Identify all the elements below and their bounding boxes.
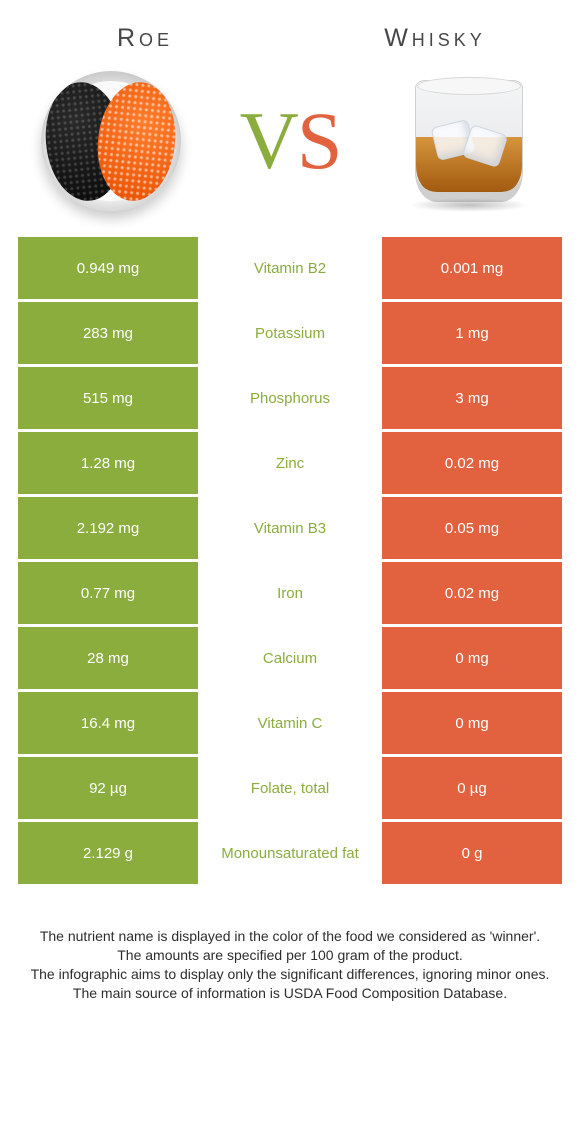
right-title: Whisky — [290, 24, 580, 53]
nutrient-name: Zinc — [198, 432, 382, 494]
right-value: 0.001 mg — [382, 237, 562, 299]
footnote-line: The nutrient name is displayed in the co… — [28, 927, 552, 946]
footnotes: The nutrient name is displayed in the co… — [0, 887, 580, 1033]
nutrient-name: Phosphorus — [198, 367, 382, 429]
left-value: 1.28 mg — [18, 432, 198, 494]
vs-v: V — [240, 95, 297, 186]
left-value: 16.4 mg — [18, 692, 198, 754]
left-value: 515 mg — [18, 367, 198, 429]
table-row: 1.28 mgZinc0.02 mg — [18, 432, 562, 494]
nutrient-name: Iron — [198, 562, 382, 624]
nutrient-name: Monounsaturated fat — [198, 822, 382, 884]
nutrient-name: Potassium — [198, 302, 382, 364]
right-value: 0.05 mg — [382, 497, 562, 559]
right-value: 0 µg — [382, 757, 562, 819]
table-row: 0.949 mgVitamin B20.001 mg — [18, 237, 562, 299]
left-value: 28 mg — [18, 627, 198, 689]
left-title: Roe — [0, 24, 290, 53]
right-value: 3 mg — [382, 367, 562, 429]
title-row: Roe Whisky — [0, 0, 580, 61]
roe-image — [12, 71, 210, 211]
right-value: 1 mg — [382, 302, 562, 364]
nutrient-name: Folate, total — [198, 757, 382, 819]
left-value: 283 mg — [18, 302, 198, 364]
table-row: 283 mgPotassium1 mg — [18, 302, 562, 364]
right-value: 0.02 mg — [382, 562, 562, 624]
vs-label: VS — [240, 94, 341, 188]
right-value: 0 mg — [382, 692, 562, 754]
right-value: 0 mg — [382, 627, 562, 689]
nutrient-name: Vitamin C — [198, 692, 382, 754]
table-row: 2.192 mgVitamin B30.05 mg — [18, 497, 562, 559]
left-value: 92 µg — [18, 757, 198, 819]
left-value: 2.192 mg — [18, 497, 198, 559]
left-value: 0.77 mg — [18, 562, 198, 624]
table-row: 515 mgPhosphorus3 mg — [18, 367, 562, 429]
footnote-line: The amounts are specified per 100 gram o… — [28, 946, 552, 965]
table-row: 92 µgFolate, total0 µg — [18, 757, 562, 819]
comparison-table: 0.949 mgVitamin B20.001 mg283 mgPotassiu… — [0, 237, 580, 884]
footnote-line: The main source of information is USDA F… — [28, 984, 552, 1003]
whisky-image — [370, 80, 568, 202]
left-value: 0.949 mg — [18, 237, 198, 299]
table-row: 0.77 mgIron0.02 mg — [18, 562, 562, 624]
nutrient-name: Vitamin B2 — [198, 237, 382, 299]
left-value: 2.129 g — [18, 822, 198, 884]
nutrient-name: Vitamin B3 — [198, 497, 382, 559]
vs-s: S — [297, 95, 341, 186]
right-value: 0.02 mg — [382, 432, 562, 494]
table-row: 2.129 gMonounsaturated fat0 g — [18, 822, 562, 884]
hero-row: VS — [0, 61, 580, 237]
table-row: 16.4 mgVitamin C0 mg — [18, 692, 562, 754]
table-row: 28 mgCalcium0 mg — [18, 627, 562, 689]
nutrient-name: Calcium — [198, 627, 382, 689]
footnote-line: The infographic aims to display only the… — [28, 965, 552, 984]
right-value: 0 g — [382, 822, 562, 884]
